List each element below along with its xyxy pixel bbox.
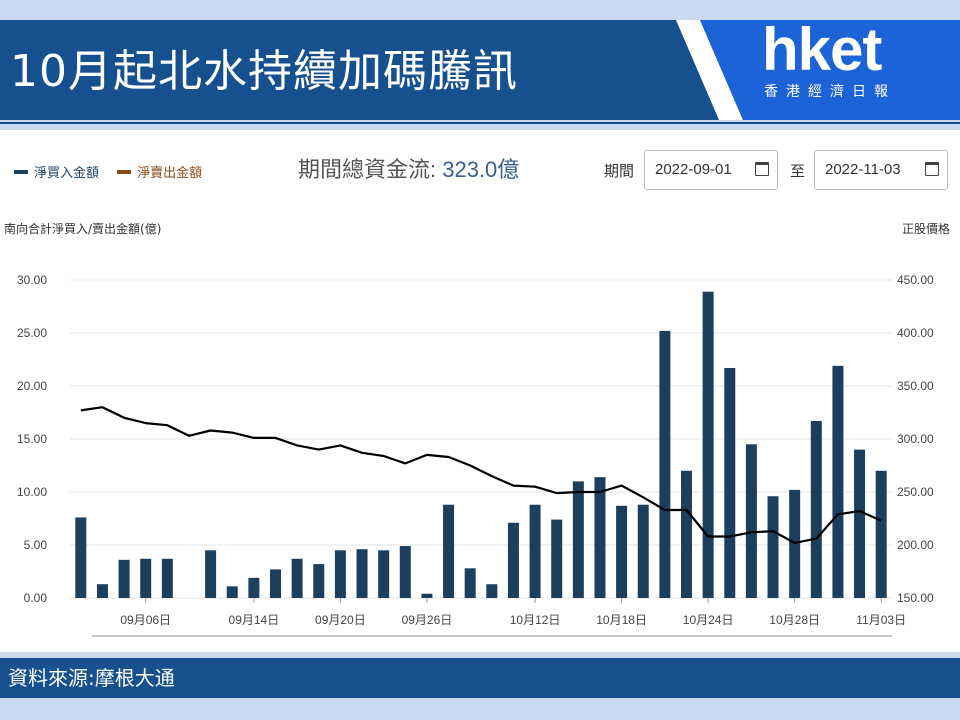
bar[interactable] xyxy=(529,504,541,598)
x-axis-tick-label: 09月20日 xyxy=(315,613,366,627)
bar[interactable] xyxy=(767,496,779,598)
legend-item-net-buy[interactable]: 淨買入金額 xyxy=(14,162,99,181)
bar[interactable] xyxy=(205,550,217,598)
start-date-value: 2022-09-01 xyxy=(655,161,732,178)
hket-logo xyxy=(676,20,960,120)
bar[interactable] xyxy=(724,367,736,598)
bar[interactable] xyxy=(702,291,714,598)
logo-subtitle: 香港經濟日報 xyxy=(764,84,896,100)
bar[interactable] xyxy=(659,330,671,598)
end-date-input[interactable]: 2022-11-03 xyxy=(814,150,948,190)
x-axis-tick-label: 10月18日 xyxy=(596,613,647,627)
bar[interactable] xyxy=(745,444,757,598)
page-title: 10月起北水持續加碼騰訊 xyxy=(10,46,518,97)
bar[interactable] xyxy=(637,504,649,598)
left-axis-tick-label: 5.00 xyxy=(24,538,48,552)
left-axis-tick-label: 30.00 xyxy=(17,273,47,287)
bar[interactable] xyxy=(854,449,866,598)
bar[interactable] xyxy=(486,584,498,598)
legend-item-net-sell[interactable]: 淨賣出金額 xyxy=(117,162,202,181)
bar[interactable] xyxy=(594,477,606,598)
source-note: 資料來源:摩根大通 xyxy=(8,666,175,690)
right-axis-tick-label: 300.00 xyxy=(897,432,934,446)
left-axis-tick-label: 15.00 xyxy=(17,432,47,446)
bar[interactable] xyxy=(270,569,281,598)
legend-label-net-sell: 淨賣出金額 xyxy=(137,166,203,181)
price-line xyxy=(80,406,882,544)
left-axis-tick-label: 10.00 xyxy=(17,485,47,499)
total-flow-summary: 期間總資金流: 323.0億 xyxy=(298,152,519,184)
start-date-input[interactable]: 2022-09-01 xyxy=(644,150,778,190)
to-label: 至 xyxy=(790,162,806,180)
chart-panel: 淨買入金額 淨賣出金額 期間總資金流: 323.0億 期間 2022-09-01… xyxy=(0,130,960,652)
end-date-value: 2022-11-03 xyxy=(825,161,901,178)
bar[interactable] xyxy=(356,549,368,598)
total-flow-label: 期間總資金流: xyxy=(298,157,443,182)
bar[interactable] xyxy=(248,577,260,598)
logo-background xyxy=(700,20,960,120)
left-axis-label: 南向合計淨買入/賣出金額(億) xyxy=(4,222,162,236)
calendar-icon[interactable] xyxy=(755,162,769,176)
right-axis-tick-label: 450.00 xyxy=(897,273,934,287)
bar[interactable] xyxy=(421,593,433,598)
bar[interactable] xyxy=(118,559,130,598)
footer-bar: 資料來源:摩根大通 xyxy=(0,658,960,698)
x-axis-tick-label: 10月28日 xyxy=(769,613,820,627)
right-axis-tick-label: 400.00 xyxy=(897,326,934,340)
bar[interactable] xyxy=(681,470,692,598)
bar[interactable] xyxy=(551,519,563,598)
x-axis-tick-label: 10月24日 xyxy=(683,613,734,627)
total-flow-value: 323.0億 xyxy=(442,157,520,182)
bar[interactable] xyxy=(291,558,303,598)
top-strip xyxy=(0,0,960,20)
bar[interactable] xyxy=(464,568,476,598)
logo-wordmark: hket xyxy=(762,16,882,83)
right-axis-label: 正股價格 xyxy=(901,222,950,236)
right-axis-tick-label: 250.00 xyxy=(897,485,934,499)
bar[interactable] xyxy=(810,420,822,598)
bottom-strip xyxy=(0,698,960,720)
right-axis-tick-label: 200.00 xyxy=(897,538,934,552)
x-axis-tick-label: 10月12日 xyxy=(510,613,561,627)
header-divider xyxy=(0,122,960,124)
bar[interactable] xyxy=(226,586,238,598)
calendar-icon[interactable] xyxy=(925,162,939,176)
x-axis-tick-label: 09月14日 xyxy=(229,613,280,627)
bar[interactable] xyxy=(875,470,887,598)
period-label: 期間 xyxy=(604,162,635,180)
bar[interactable] xyxy=(334,550,346,598)
bar[interactable] xyxy=(378,550,390,598)
legend-label-net-buy: 淨買入金額 xyxy=(34,166,100,181)
legend-swatch-net-sell xyxy=(117,169,132,174)
bar[interactable] xyxy=(832,365,844,598)
left-axis-tick-label: 0.00 xyxy=(24,591,48,605)
left-axis-tick-label: 20.00 xyxy=(17,379,47,393)
bar[interactable] xyxy=(507,522,519,598)
x-axis-tick-label: 09月06日 xyxy=(120,613,171,627)
bar[interactable] xyxy=(96,584,108,598)
bar[interactable] xyxy=(75,517,87,598)
bar[interactable] xyxy=(616,505,628,598)
bar[interactable] xyxy=(161,558,173,598)
right-axis-tick-label: 350.00 xyxy=(897,379,934,393)
right-axis-tick-label: 150.00 xyxy=(897,591,934,605)
bar[interactable] xyxy=(443,504,455,598)
bar[interactable] xyxy=(313,564,325,598)
left-axis-tick-label: 25.00 xyxy=(17,326,47,340)
legend-swatch-net-buy xyxy=(14,169,28,174)
bar[interactable] xyxy=(140,558,152,598)
bar[interactable] xyxy=(399,546,411,598)
bar[interactable] xyxy=(572,481,584,598)
chart-legend: 淨買入金額 淨賣出金額 xyxy=(14,162,216,181)
x-axis-tick-label: 11月03日 xyxy=(856,613,906,627)
flow-chart: 0.00 5.00 10.00 15.00 20.00 25.00 30.00 150.00 2… xyxy=(17,273,934,637)
logo-white-stripe xyxy=(676,20,743,120)
x-axis-tick-label: 09月26日 xyxy=(402,613,453,627)
